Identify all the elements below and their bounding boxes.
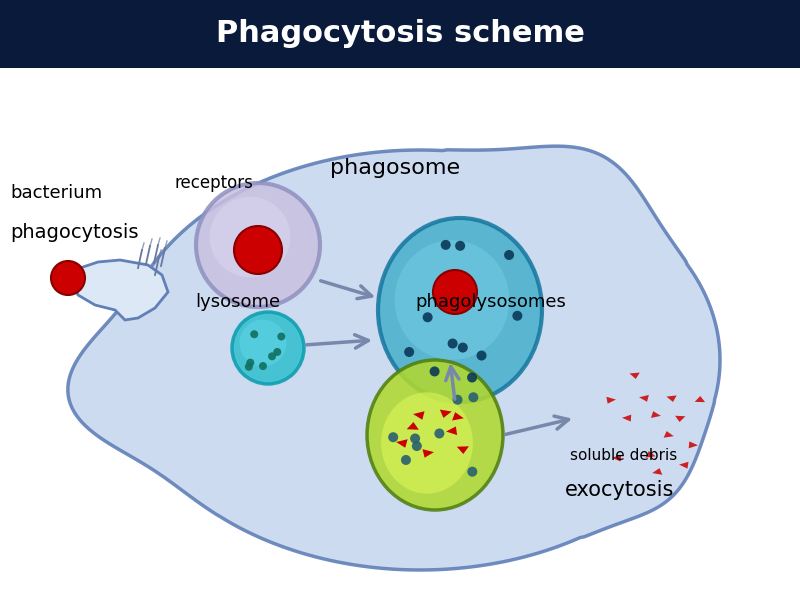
Polygon shape [679, 462, 689, 469]
Circle shape [458, 343, 468, 353]
Text: lysosome: lysosome [195, 293, 280, 311]
Polygon shape [652, 468, 662, 475]
Circle shape [250, 330, 258, 338]
Circle shape [430, 367, 439, 376]
Circle shape [196, 183, 320, 307]
Text: bacterium: bacterium [10, 184, 102, 202]
Circle shape [410, 434, 420, 443]
Circle shape [467, 467, 478, 476]
Ellipse shape [367, 360, 503, 510]
Circle shape [468, 392, 478, 402]
Polygon shape [666, 395, 677, 402]
Polygon shape [72, 260, 168, 320]
Circle shape [388, 432, 398, 442]
Circle shape [210, 197, 290, 277]
Circle shape [412, 441, 422, 451]
Circle shape [467, 373, 477, 383]
Circle shape [259, 362, 267, 370]
Polygon shape [646, 451, 656, 458]
Polygon shape [440, 410, 452, 418]
Polygon shape [452, 412, 464, 421]
Circle shape [51, 261, 85, 295]
Polygon shape [694, 396, 705, 402]
Polygon shape [446, 427, 457, 435]
Polygon shape [630, 373, 640, 379]
Text: phagocytosis: phagocytosis [10, 223, 138, 241]
Circle shape [401, 455, 411, 465]
Circle shape [441, 240, 450, 250]
Polygon shape [664, 431, 674, 438]
Circle shape [240, 320, 286, 367]
Polygon shape [413, 411, 425, 420]
Polygon shape [639, 395, 649, 402]
Circle shape [404, 347, 414, 357]
Circle shape [455, 241, 465, 251]
Bar [0, 0, 800, 68]
Circle shape [448, 338, 458, 349]
Circle shape [477, 350, 486, 361]
Polygon shape [422, 449, 434, 458]
Polygon shape [396, 439, 408, 448]
Polygon shape [689, 442, 698, 448]
Circle shape [453, 395, 462, 405]
Text: Phagocytosis scheme: Phagocytosis scheme [215, 19, 585, 49]
Polygon shape [606, 397, 616, 404]
Circle shape [434, 428, 444, 439]
Circle shape [433, 270, 477, 314]
Ellipse shape [378, 218, 542, 402]
Circle shape [512, 311, 522, 321]
Circle shape [274, 348, 282, 356]
Polygon shape [406, 422, 419, 430]
Text: phagolysosomes: phagolysosomes [415, 293, 566, 311]
Circle shape [246, 359, 254, 367]
Circle shape [422, 312, 433, 322]
Circle shape [245, 363, 253, 371]
Polygon shape [612, 455, 622, 461]
Text: phagosome: phagosome [330, 158, 460, 178]
Text: receptors: receptors [175, 174, 254, 192]
Circle shape [268, 352, 276, 361]
Circle shape [232, 312, 304, 384]
Polygon shape [651, 411, 661, 418]
Polygon shape [622, 415, 631, 422]
Circle shape [234, 226, 282, 274]
Ellipse shape [394, 240, 510, 360]
Polygon shape [675, 416, 686, 422]
Circle shape [504, 250, 514, 260]
Text: soluble debris: soluble debris [570, 448, 678, 463]
Text: exocytosis: exocytosis [565, 480, 674, 500]
Circle shape [278, 332, 286, 340]
Polygon shape [457, 446, 469, 454]
Polygon shape [68, 146, 720, 570]
Ellipse shape [381, 392, 473, 494]
